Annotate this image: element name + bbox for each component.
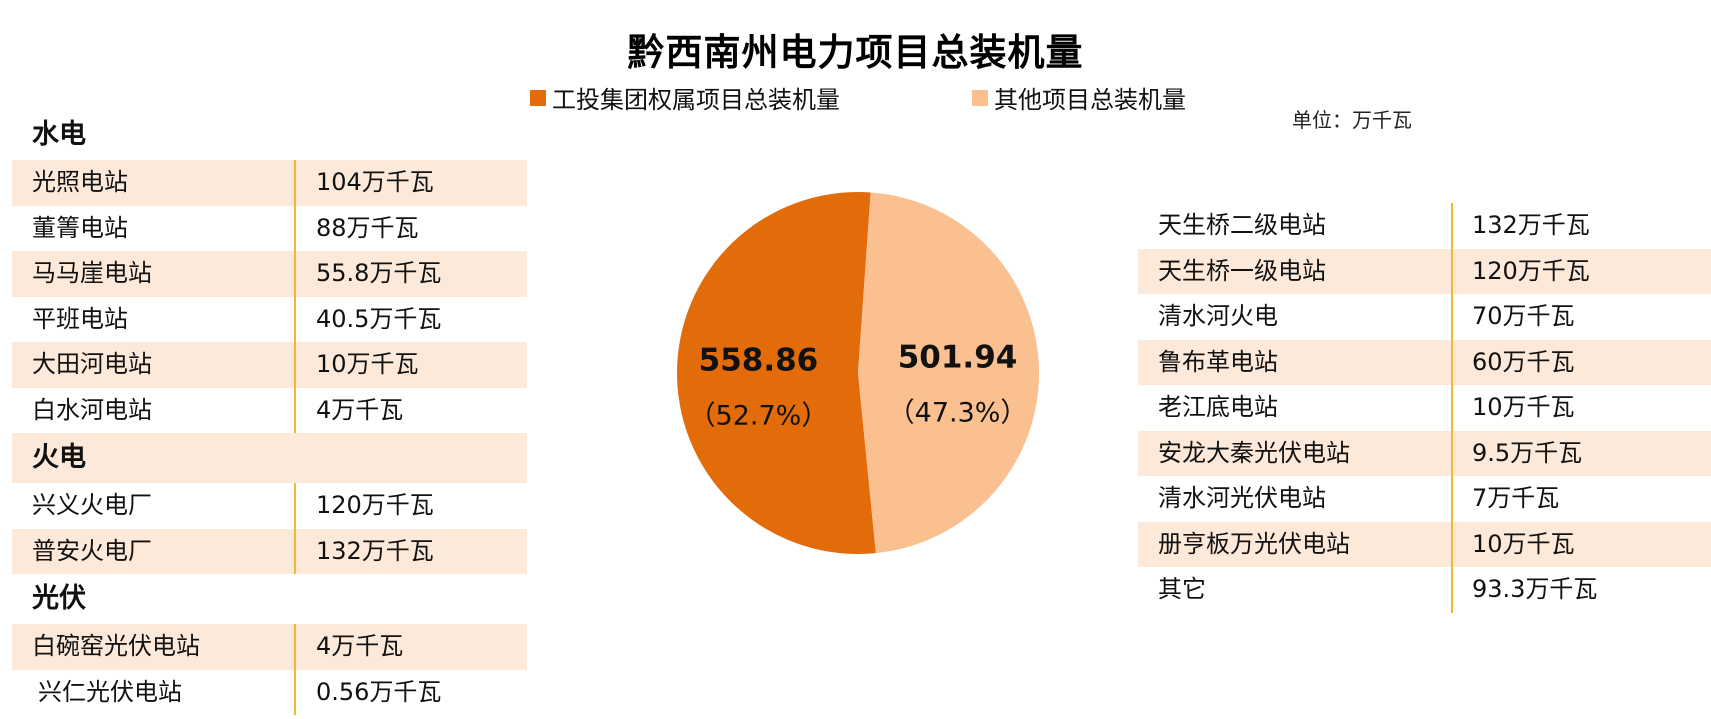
station-name: 册亨板万光伏电站 xyxy=(1158,529,1350,558)
column-divider xyxy=(294,205,296,251)
column-divider xyxy=(1451,248,1453,294)
column-divider xyxy=(1451,521,1453,567)
capacity-value: 10万千瓦 xyxy=(1472,393,1575,421)
column-divider xyxy=(294,160,296,206)
table-row: 兴仁光伏电站 0.56万千瓦 xyxy=(12,669,527,715)
column-divider xyxy=(294,669,296,715)
legend-item-other: 其他项目总装机量 xyxy=(972,80,1186,115)
station-name: 天生桥一级电站 xyxy=(1158,256,1326,285)
capacity-value: 9.5万千瓦 xyxy=(1472,438,1583,467)
table-row: 清水河光伏电站 7万千瓦 xyxy=(1138,476,1711,522)
station-name: 马马崖电站 xyxy=(32,259,152,287)
table-row: 白碗窑光伏电站 4万千瓦 xyxy=(12,624,527,670)
table-row: 大田河电站 10万千瓦 xyxy=(12,342,527,388)
capacity-value: 104万千瓦 xyxy=(316,168,434,196)
table-row: 天生桥二级电站 132万千瓦 xyxy=(1138,203,1711,249)
right-table: 天生桥二级电站 132万千瓦 天生桥一级电站 120万千瓦 清水河火电 70万千瓦 鲁… xyxy=(1138,203,1711,613)
table-row: 普安火电厂 132万千瓦 xyxy=(12,528,527,574)
column-divider xyxy=(1451,476,1453,522)
station-name: 白碗窑光伏电站 xyxy=(32,632,200,660)
legend-swatch-other xyxy=(972,89,988,106)
left-table: 水电 光照电站 104万千瓦 董箐电站 88万千瓦 马马崖电站 55.8万千瓦 平班电… xyxy=(12,110,527,715)
station-name: 老江底电站 xyxy=(1158,393,1278,421)
station-name: 鲁布革电站 xyxy=(1158,347,1278,376)
capacity-value: 7万千瓦 xyxy=(1472,484,1560,512)
capacity-value: 132万千瓦 xyxy=(1472,211,1590,239)
column-divider xyxy=(1451,294,1453,340)
capacity-value: 55.8万千瓦 xyxy=(316,259,442,287)
column-divider xyxy=(294,528,296,574)
capacity-value: 93.3万千瓦 xyxy=(1472,575,1598,603)
slice-percent-label: （47.3%） xyxy=(888,398,1028,429)
capacity-value: 10万千瓦 xyxy=(1472,529,1575,558)
column-divider xyxy=(294,483,296,529)
table-row: 平班电站 40.5万千瓦 xyxy=(12,296,527,342)
legend-label-other: 其他项目总装机量 xyxy=(994,86,1186,114)
column-divider xyxy=(1451,203,1453,249)
slice-value-label: 558.86 xyxy=(699,342,819,378)
capacity-value: 132万千瓦 xyxy=(316,536,434,565)
table-row: 其它 93.3万千瓦 xyxy=(1138,567,1711,613)
column-divider xyxy=(1451,567,1453,613)
column-divider xyxy=(1451,385,1453,431)
station-name: 兴义火电厂 xyxy=(32,491,152,519)
column-divider xyxy=(294,624,296,670)
capacity-value: 120万千瓦 xyxy=(1472,256,1590,285)
slice-value-label: 501.94 xyxy=(898,340,1018,376)
unit-label: 单位：万千瓦 xyxy=(1292,108,1412,132)
capacity-value: 88万千瓦 xyxy=(316,213,419,242)
table-row: 马马崖电站 55.8万千瓦 xyxy=(12,251,527,297)
chart-title: 黔西南州电力项目总装机量 xyxy=(627,31,1084,74)
capacity-value: 40.5万千瓦 xyxy=(316,304,442,333)
station-name: 光照电站 xyxy=(32,168,128,196)
station-name: 兴仁光伏电站 xyxy=(38,677,182,706)
capacity-value: 70万千瓦 xyxy=(1472,302,1575,330)
column-divider xyxy=(294,296,296,342)
legend-swatch-group xyxy=(530,89,546,106)
table-row: 老江底电站 10万千瓦 xyxy=(1138,385,1711,431)
table-row: 册亨板万光伏电站 10万千瓦 xyxy=(1138,521,1711,567)
category-label: 光伏 xyxy=(32,583,86,614)
table-row: 清水河火电 70万千瓦 xyxy=(1138,294,1711,340)
column-divider xyxy=(1451,430,1453,476)
category-solar: 光伏 xyxy=(12,574,527,624)
capacity-value: 10万千瓦 xyxy=(316,350,419,378)
legend-label-group: 工投集团权属项目总装机量 xyxy=(552,86,840,114)
station-name: 普安火电厂 xyxy=(32,536,152,565)
table-row: 鲁布革电站 60万千瓦 xyxy=(1138,339,1711,385)
category-label: 水电 xyxy=(32,119,86,150)
table-row: 光照电站 104万千瓦 xyxy=(12,160,527,206)
legend-item-group: 工投集团权属项目总装机量 xyxy=(530,80,840,115)
station-name: 天生桥二级电站 xyxy=(1158,211,1326,239)
capacity-value: 60万千瓦 xyxy=(1472,347,1575,376)
station-name: 白水河电站 xyxy=(32,395,152,424)
capacity-value: 120万千瓦 xyxy=(316,491,434,519)
station-name: 其它 xyxy=(1158,575,1206,603)
station-name: 清水河火电 xyxy=(1158,302,1278,330)
category-hydro: 水电 xyxy=(12,110,527,160)
pie-slice-other xyxy=(858,192,1039,554)
category-label: 火电 xyxy=(32,442,86,473)
category-thermal: 火电 xyxy=(12,433,527,483)
station-name: 安龙大秦光伏电站 xyxy=(1158,438,1350,467)
column-divider xyxy=(294,251,296,297)
station-name: 清水河光伏电站 xyxy=(1158,484,1326,512)
pie-slice-group xyxy=(676,191,876,554)
capacity-value: 4万千瓦 xyxy=(316,395,404,424)
table-row: 安龙大秦光伏电站 9.5万千瓦 xyxy=(1138,430,1711,476)
slice-percent-label: （52.7%） xyxy=(689,400,829,431)
capacity-value: 0.56万千瓦 xyxy=(316,677,442,706)
column-divider xyxy=(1451,339,1453,385)
capacity-value: 4万千瓦 xyxy=(316,632,404,660)
column-divider xyxy=(294,342,296,388)
column-divider xyxy=(294,387,296,433)
table-row: 兴义火电厂 120万千瓦 xyxy=(12,483,527,529)
station-name: 大田河电站 xyxy=(32,350,152,378)
station-name: 董箐电站 xyxy=(32,213,128,242)
station-name: 平班电站 xyxy=(32,304,128,333)
table-row: 白水河电站 4万千瓦 xyxy=(12,387,527,433)
table-row: 董箐电站 88万千瓦 xyxy=(12,205,527,251)
table-row: 天生桥一级电站 120万千瓦 xyxy=(1138,248,1711,294)
